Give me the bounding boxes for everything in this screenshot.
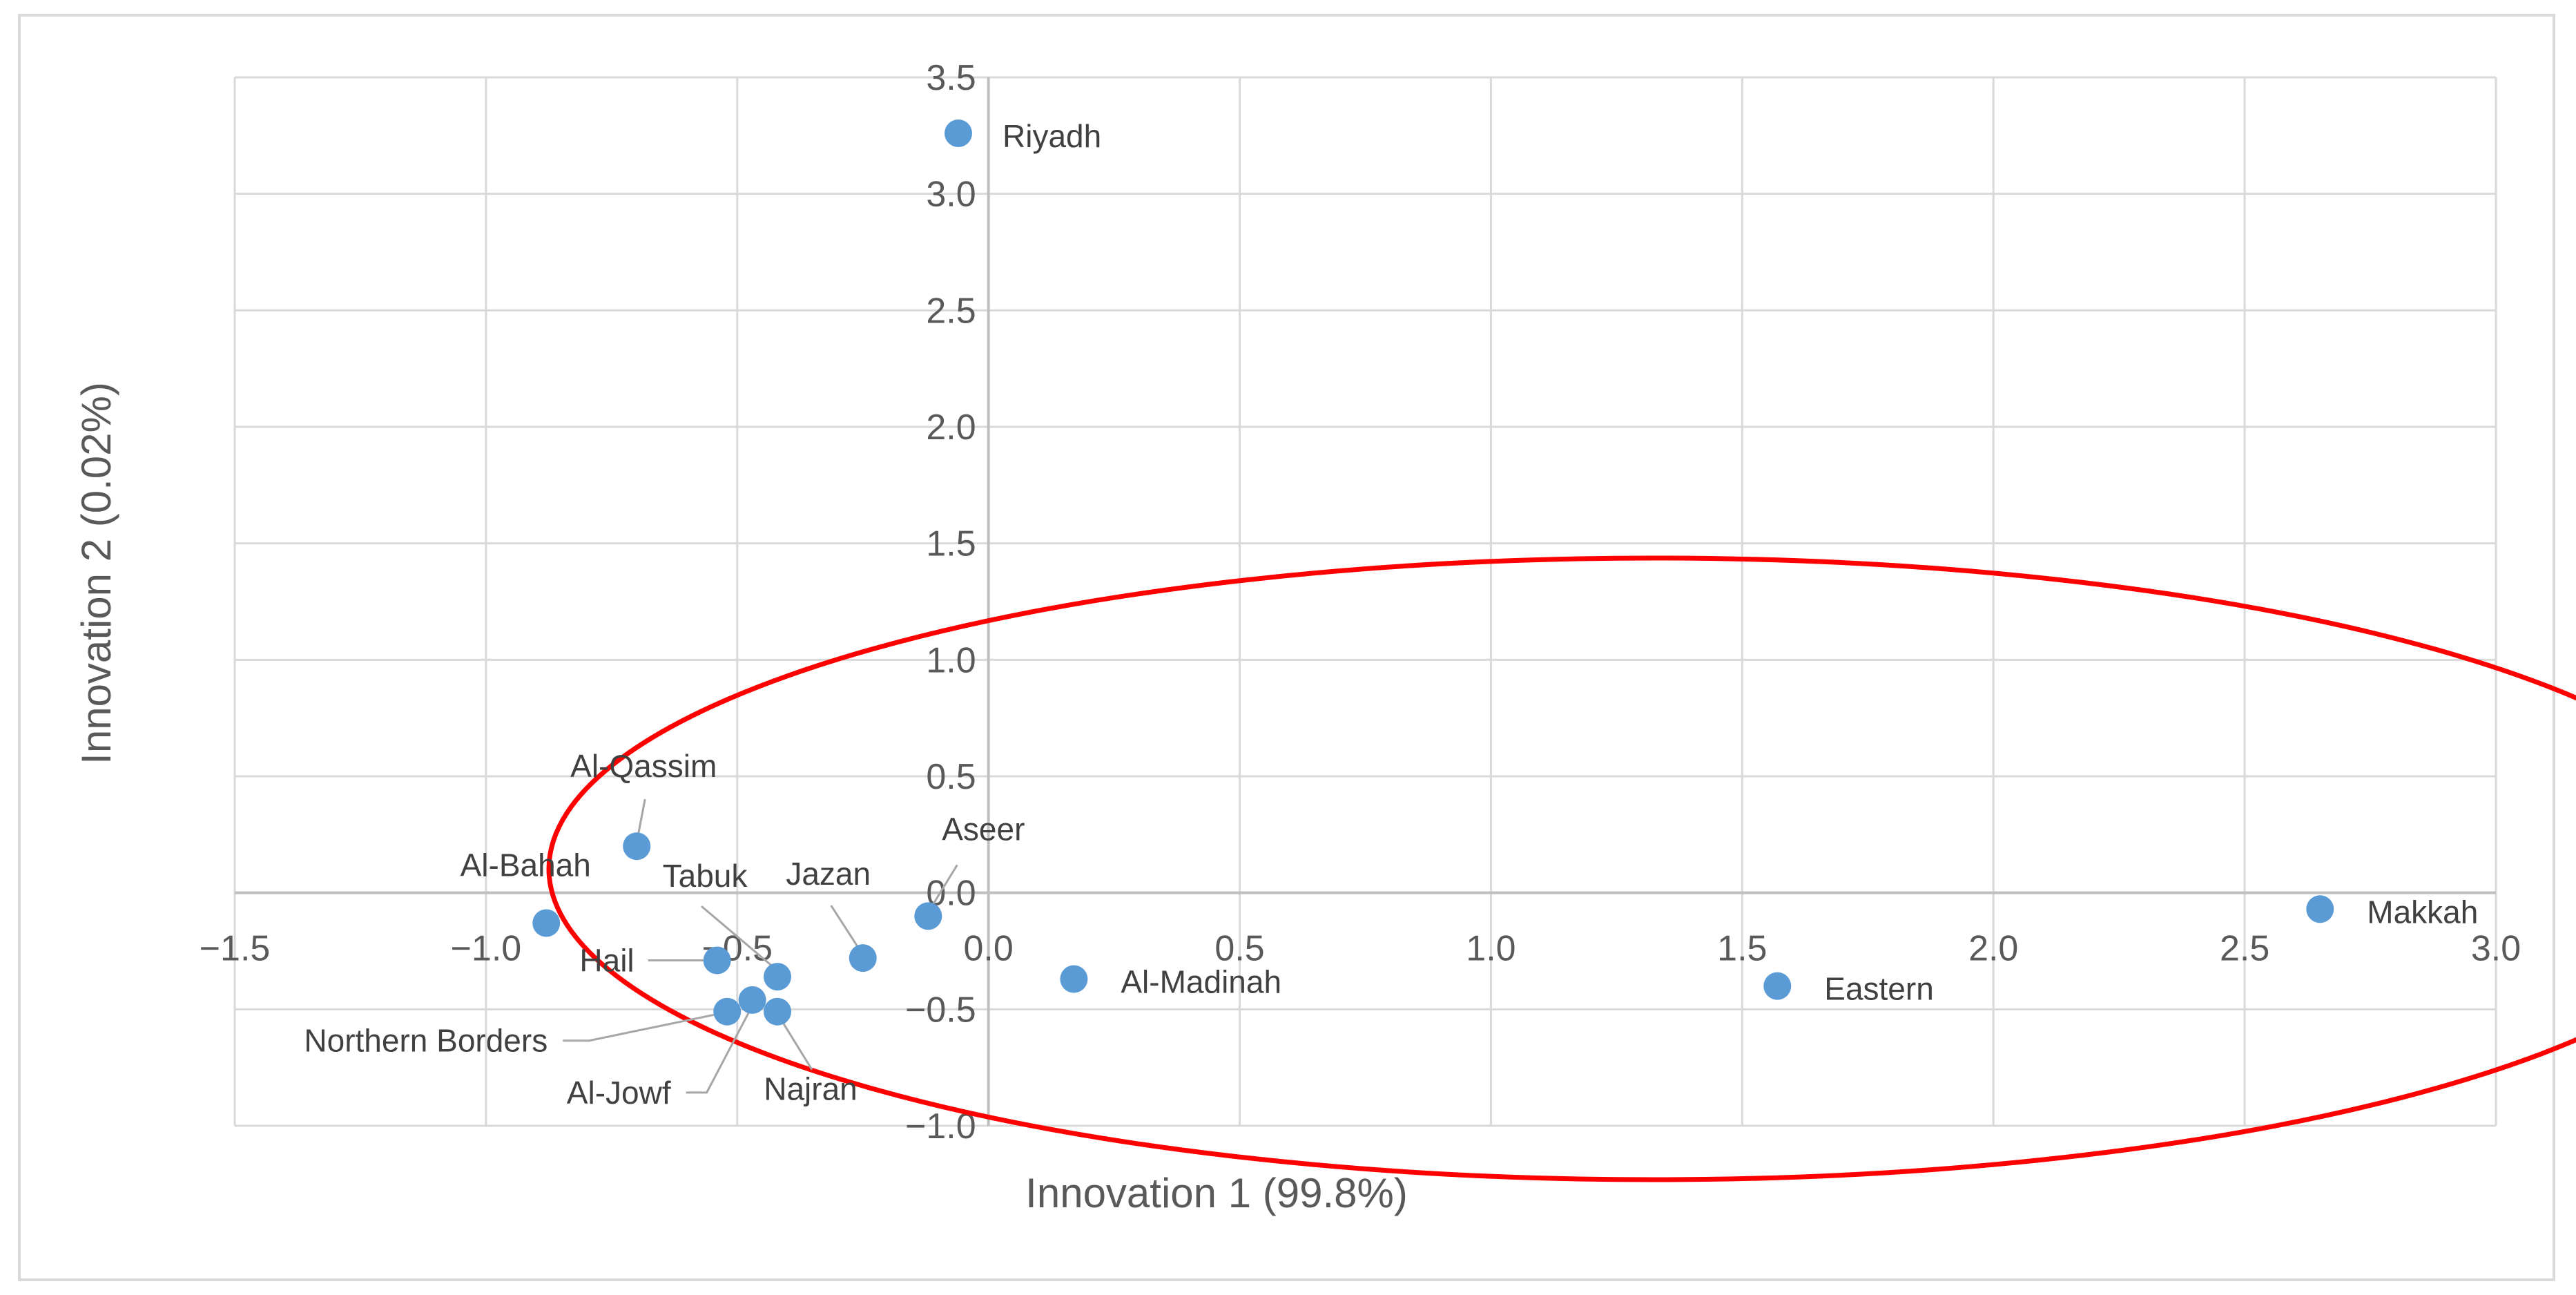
x-tick-label: 0.5 [1214, 929, 1264, 969]
y-tick-label: 2.0 [926, 407, 976, 448]
y-tick-label: 2.5 [926, 291, 976, 331]
y-tick-label: 3.5 [926, 58, 976, 98]
label-al-qassim: Al-Qassim [570, 748, 717, 784]
leader-line-al-qassim [637, 798, 646, 836]
point-aseer [914, 902, 942, 930]
point-al-jowf [738, 986, 766, 1014]
point-northern-borders [713, 997, 742, 1026]
label-riyadh: Riyadh [1003, 118, 1101, 154]
x-tick-label: 2.5 [2220, 929, 2269, 969]
data-points [532, 119, 2334, 1026]
x-tick-label: 3.0 [2471, 929, 2521, 969]
y-tick-label: −0.5 [905, 990, 976, 1030]
label-al-madinah: Al-Madinah [1121, 963, 1281, 999]
label-makkah: Makkah [2367, 894, 2478, 930]
point-hail [703, 946, 731, 975]
label-najran: Najran [764, 1071, 858, 1107]
label-northern-borders: Northern Borders [304, 1023, 548, 1059]
point-riyadh [945, 119, 972, 147]
x-axis-title: Innovation 1 (99.8%) [1025, 1170, 1408, 1216]
label-aseer: Aseer [942, 811, 1025, 847]
point-makkah [2306, 895, 2334, 923]
grid-lines [233, 76, 2497, 1127]
axes: −1.5 −1.0 −0.5 0.0 0.5 1.0 1.5 2.0 2.5 3.0−1.0−0.… [200, 58, 2521, 1147]
leader-line-aseer [930, 864, 958, 909]
label-al-bahah: Al-Bahah [461, 847, 591, 883]
x-tick-label: 2.0 [1968, 929, 2018, 969]
x-tick-label: 0.0 [964, 929, 1014, 969]
chart-frame [18, 14, 2555, 1281]
x-tick-label: −1.0 [451, 929, 522, 969]
leader-lines [563, 798, 958, 1094]
point-labels: Riyadh Makkah Eastern Al-Madinah Aseer Jazan T… [304, 118, 2478, 1111]
point-tabuk [764, 963, 791, 991]
x-tick-label: 1.5 [1717, 929, 1767, 969]
leader-line-al-jowf [686, 1010, 750, 1094]
point-eastern [1763, 972, 1792, 1000]
y-tick-label: 3.0 [926, 175, 976, 215]
x-tick-label: −1.5 [200, 929, 271, 969]
y-axis-title: Innovation 2 (0.02%) [73, 382, 119, 765]
y-tick-label: 0.5 [926, 757, 976, 797]
highlight-ellipse [546, 555, 2576, 1182]
label-tabuk: Tabuk [663, 858, 748, 894]
point-al-qassim [623, 832, 651, 861]
x-tick-label: 1.0 [1466, 929, 1515, 969]
point-jazan [849, 944, 877, 972]
point-najran [764, 997, 791, 1026]
leader-line-tabuk [701, 905, 774, 968]
leader-line-najran [782, 1021, 813, 1071]
point-al-madinah [1060, 965, 1088, 993]
label-eastern: Eastern [1824, 971, 1934, 1007]
label-hail: Hail [579, 942, 634, 978]
point-al-bahah [532, 909, 561, 937]
leader-line-northern-borders [563, 1013, 717, 1042]
y-tick-label: 1.0 [926, 640, 976, 680]
label-al-jowf: Al-Jowf [567, 1075, 671, 1111]
label-jazan: Jazan [786, 856, 871, 892]
leader-line-jazan [830, 905, 860, 949]
highlight-ellipse-layer [546, 555, 2576, 1182]
y-tick-label: 1.5 [926, 524, 976, 564]
